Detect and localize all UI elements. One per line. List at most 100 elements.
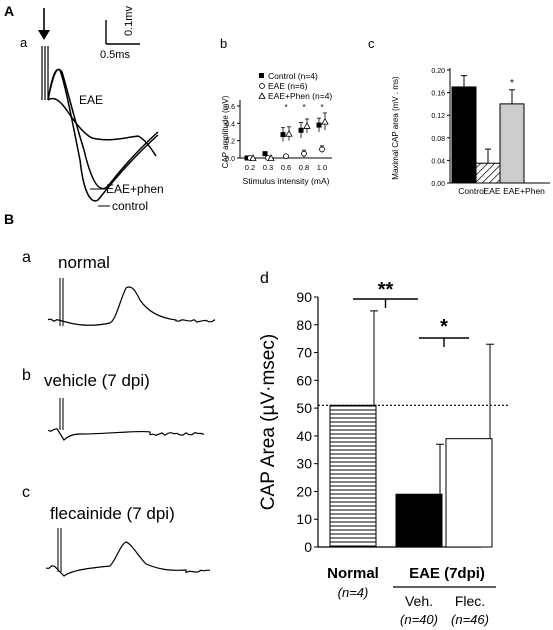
trace-eae — [47, 97, 157, 157]
panel-label-B: B — [4, 211, 14, 227]
y-axis-title: CAP amplitude (mV) — [221, 95, 230, 168]
panel-A-a-traces: 0.1mv 0.5ms EAE EAE+phen control — [38, 6, 164, 213]
bar-veh- — [395, 493, 443, 548]
bar-eae-phen — [499, 103, 525, 184]
legend-marker-eae-phen — [258, 92, 266, 99]
bar-flec- — [445, 438, 493, 548]
y-tick-label: 60 — [296, 372, 312, 388]
panel-label-A-a: a — [20, 35, 28, 50]
bar-control — [451, 86, 477, 184]
legend-label: EAE (n=6) — [268, 81, 308, 91]
stimulus-artifact — [59, 398, 64, 430]
y-tick-label: 0.16 — [431, 91, 445, 98]
x-tick-label: 0.2 — [245, 163, 255, 172]
panel-label-A-b: b — [220, 36, 227, 51]
y-tick-label: 0.12 — [431, 113, 445, 120]
significance-label: * — [440, 316, 448, 338]
scale-bar-voltage-label: 0.1mv — [123, 6, 135, 36]
trace-label-eae: EAE — [79, 93, 103, 107]
x-n-normal: (n=4) — [338, 585, 369, 600]
y-tick-label: 10 — [296, 511, 312, 527]
significance-star: * — [284, 103, 287, 112]
data-point-control — [262, 151, 268, 157]
scale-bar-time-label: 0.5ms — [100, 49, 130, 61]
x-axis-title: Stimulus intensity (mA) — [243, 176, 330, 186]
data-point-control — [244, 155, 250, 161]
x-tick-label: EAE+Phen — [503, 186, 545, 196]
data-point-control — [298, 127, 304, 133]
trace-label-normal: normal — [58, 253, 110, 272]
panel-label-B-a: a — [22, 249, 31, 266]
y-tick-label: 0.2 — [225, 139, 235, 146]
y-tick-label: 80 — [296, 317, 312, 333]
panel-label-B-d: d — [260, 270, 269, 287]
x-tick-label: Control — [458, 186, 486, 196]
data-point-eae — [319, 146, 325, 153]
panel-label-A: A — [4, 3, 14, 19]
bar-normal — [329, 404, 377, 548]
trace-label-eae-phen: EAE+phen — [106, 182, 164, 196]
y-tick-label: 0.6 — [225, 104, 235, 111]
x-group-label: EAE (7dpi) — [409, 565, 485, 582]
panel-A-c-chart: 0.00 0.04 0.08 0.12 0.16 0.20 Maximal CAP area… — [391, 68, 550, 196]
stimulus-artifact — [41, 46, 49, 100]
data-point-control — [316, 122, 322, 128]
trace-normal — [47, 286, 216, 326]
y-tick-label: 0.4 — [225, 121, 235, 128]
data-point-eae — [301, 150, 307, 157]
significance-label: ** — [378, 279, 394, 301]
significance-star: * — [510, 78, 514, 89]
significance-star: * — [302, 103, 305, 112]
data-point-eae-phen — [285, 129, 293, 137]
trace-label-control: control — [112, 199, 148, 213]
x-n-flec: (n=46) — [451, 612, 489, 627]
data-point-eae — [283, 153, 289, 160]
significance-star: * — [320, 103, 323, 112]
x-tick-label: 1.0 — [317, 163, 327, 172]
y-tick-label: 0.08 — [431, 136, 445, 143]
x-label-flec: Flec. — [455, 593, 485, 609]
trace-flecainide — [45, 541, 210, 577]
y-tick-label: 90 — [296, 289, 312, 305]
x-tick-label: 0.8 — [299, 163, 309, 172]
panel-A-b-chart: 0.0 0.2 0.4 0.6 0.2 0.3 0.6 0.8 1.0 Stimulus inte… — [221, 71, 332, 186]
y-tick-label: 30 — [296, 456, 312, 472]
panel-B-trace-lines — [45, 278, 216, 577]
data-point-eae-phen — [321, 117, 329, 125]
x-tick-label: 0.3 — [263, 163, 273, 172]
y-tick-label: 50 — [296, 400, 312, 416]
panel-label-B-c: c — [22, 484, 30, 501]
y-tick-label: 20 — [296, 483, 312, 499]
stimulus-arrow-head — [38, 30, 50, 40]
y-tick-label: 0.00 — [431, 181, 445, 188]
x-n-veh: (n=40) — [400, 612, 438, 627]
trace-eae-phen — [47, 68, 159, 190]
data-point-eae-phen — [249, 154, 257, 161]
y-tick-label: 0.04 — [431, 158, 445, 165]
trace-label-vehicle: vehicle (7 dpi) — [44, 371, 150, 390]
y-tick-label: 0 — [304, 539, 312, 555]
trace-vehicle — [47, 428, 205, 441]
data-point-eae-phen — [267, 154, 275, 161]
x-tick-label: 0.6 — [281, 163, 291, 172]
y-tick-label: 0.0 — [225, 156, 235, 163]
legend-marker-control — [259, 73, 264, 78]
y-tick-label: 70 — [296, 345, 312, 361]
panel-label-A-c: c — [368, 36, 375, 51]
panel-B-traces: normal vehicle (7 dpi) flecainide (7 dpi… — [44, 253, 175, 523]
trace-label-flecainide: flecainide (7 dpi) — [50, 504, 175, 523]
legend-label: EAE+Phen (n=4) — [268, 91, 332, 101]
y-axis-title: CAP Area (µV·msec) — [258, 334, 279, 510]
panel-label-B-b: b — [22, 367, 31, 384]
x-label-normal: Normal — [327, 565, 379, 582]
x-label-veh: Veh. — [405, 593, 433, 609]
y-tick-label: 40 — [296, 428, 312, 444]
stimulus-artifact — [59, 278, 64, 326]
data-point-control — [280, 132, 286, 138]
bar-eae — [475, 162, 501, 184]
y-axis-title: Maximal CAP area (mV . ms) — [391, 76, 400, 180]
stimulus-artifact — [57, 528, 62, 572]
x-tick-label: EAE — [483, 186, 500, 196]
